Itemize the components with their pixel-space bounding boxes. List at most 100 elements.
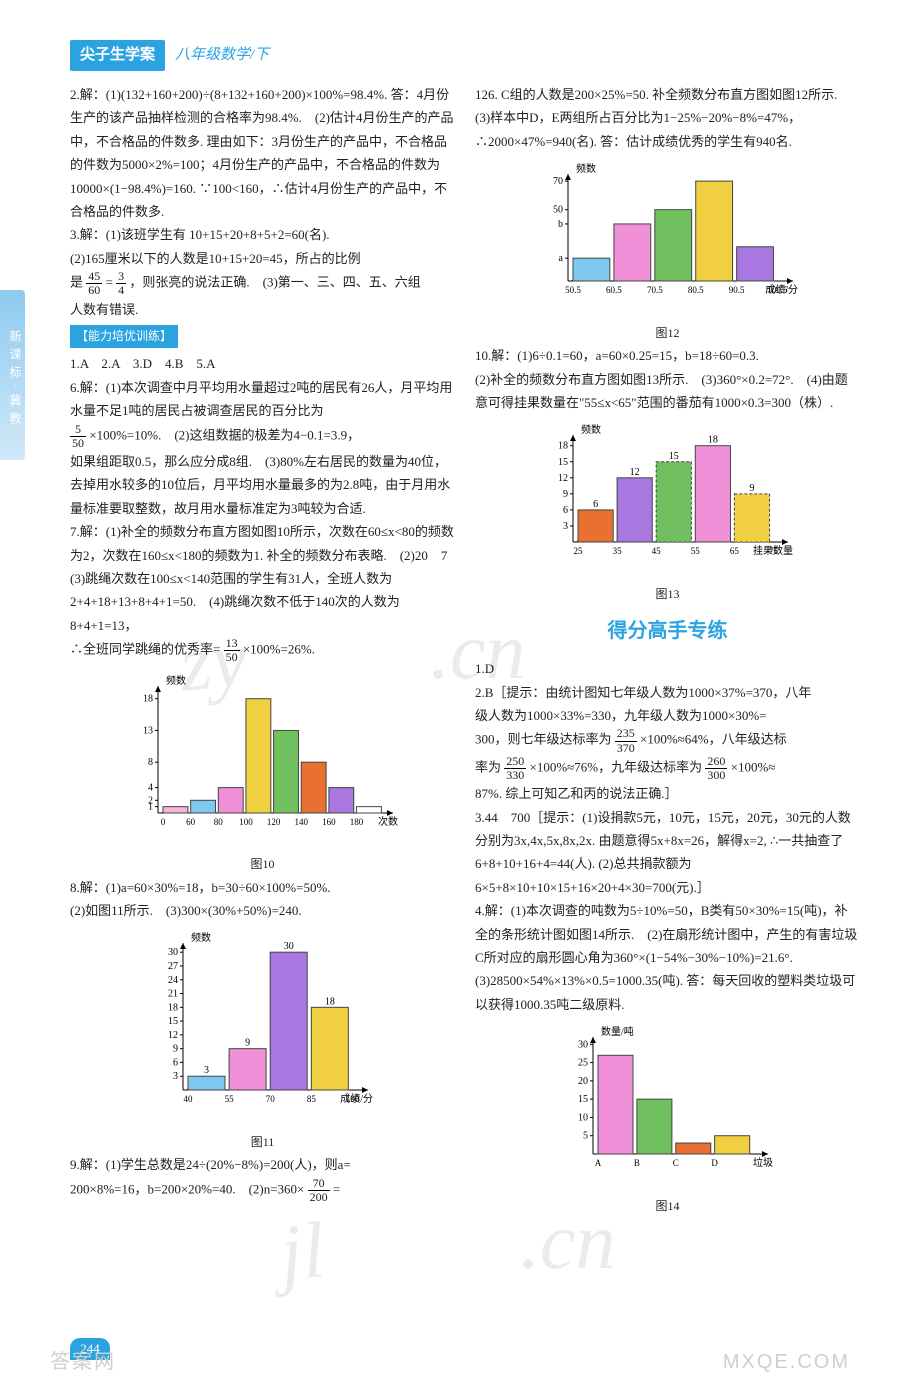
chart-13: 36912151861215189253545556575频数挂果数量 xyxy=(475,420,860,577)
svg-text:45: 45 xyxy=(651,546,661,556)
svg-text:成绩/分: 成绩/分 xyxy=(340,1092,373,1105)
svg-text:20: 20 xyxy=(578,1076,588,1087)
svg-text:2: 2 xyxy=(148,795,153,806)
chart-14: 51015202530ABCD数量/吨垃圾 xyxy=(475,1022,860,1189)
svg-text:12: 12 xyxy=(558,473,568,484)
svg-text:频数: 频数 xyxy=(191,931,211,944)
svg-text:4: 4 xyxy=(148,782,153,793)
svg-text:数量/吨: 数量/吨 xyxy=(601,1025,634,1038)
a2-l4: 率为 250330 ×100%≈76%，九年级达标率为 260300 ×100%… xyxy=(475,755,860,782)
q9-cont: 126. C组的人数是200×25%=50. 补全频数分布直方图如图12所示. … xyxy=(475,83,860,153)
right-column: 126. C组的人数是200×25%=50. 补全频数分布直方图如图12所示. … xyxy=(475,83,860,1217)
a4: 4.解：(1)本次调查的吨数为5÷10%=50，B类有50×30%=15(吨)，… xyxy=(475,899,860,1016)
fraction: 34 xyxy=(116,270,126,297)
sidebar-tab: 新课标·冀教 xyxy=(0,290,25,460)
svg-text:30: 30 xyxy=(168,947,178,958)
q6-l1: 6.解：(1)本次调查中月平均用水量超过2吨的居民有26人，月平均用水量不足1吨… xyxy=(70,376,455,423)
q10-l1: 10.解：(1)6÷0.1=60，a=60×0.25=15，b=18÷60=0.… xyxy=(475,344,860,367)
page: 尖子生学案 八年级数学/下 2.解：(1)(132+160+200)÷(8+13… xyxy=(0,0,900,1390)
svg-text:85: 85 xyxy=(306,1094,316,1104)
svg-text:次数: 次数 xyxy=(378,815,398,828)
svg-text:70: 70 xyxy=(265,1094,275,1104)
chart-11-caption: 图11 xyxy=(70,1132,455,1154)
q3-line3: 是 4560 = 34 ，则张亮的说法正确. (3)第一、三、四、五、六组 xyxy=(70,270,455,297)
svg-text:9: 9 xyxy=(173,1044,178,1055)
footer-watermark-left: 答案网 xyxy=(50,1344,116,1380)
fraction: 235370 xyxy=(615,727,637,754)
svg-text:15: 15 xyxy=(578,1094,588,1105)
svg-text:13: 13 xyxy=(143,725,153,736)
svg-text:频数: 频数 xyxy=(166,674,186,687)
svg-text:10: 10 xyxy=(578,1113,588,1124)
svg-text:160: 160 xyxy=(322,817,336,827)
series-badge: 尖子生学案 xyxy=(70,40,165,71)
left-column: 2.解：(1)(132+160+200)÷(8+132+160+200)×100… xyxy=(70,83,455,1217)
q6-l3: 如果组距取0.5，那么应分成8组. (3)80%左右居民的数量为40位，去掉用水… xyxy=(70,450,455,520)
svg-text:9: 9 xyxy=(245,1038,250,1049)
svg-text:0: 0 xyxy=(160,817,165,827)
fraction: 1350 xyxy=(224,637,240,664)
svg-text:12: 12 xyxy=(629,467,639,478)
svg-text:70.5: 70.5 xyxy=(646,285,662,295)
svg-text:6: 6 xyxy=(593,499,598,510)
svg-text:频数: 频数 xyxy=(581,423,601,436)
chart-14-caption: 图14 xyxy=(475,1196,860,1218)
svg-text:21: 21 xyxy=(168,989,178,1000)
q7-l2: ∴全班同学跳绳的优秀率= 1350 ×100%=26%. xyxy=(70,637,455,664)
svg-text:50: 50 xyxy=(553,205,563,216)
a2-l2: 级人数为1000×33%=330，九年级人数为1000×30%= xyxy=(475,704,860,727)
a2-l5: 87%. 综上可知乙和丙的说法正确.］ xyxy=(475,782,860,805)
svg-text:18: 18 xyxy=(168,1003,178,1014)
q2-text: 2.解：(1)(132+160+200)÷(8+132+160+200)×100… xyxy=(70,83,455,223)
svg-text:15: 15 xyxy=(168,1016,178,1027)
svg-text:25: 25 xyxy=(573,546,583,556)
svg-text:6: 6 xyxy=(563,505,568,516)
svg-text:6: 6 xyxy=(173,1058,178,1069)
svg-text:30: 30 xyxy=(283,941,293,952)
svg-text:D: D xyxy=(711,1158,718,1168)
footer-watermark-right: MXQE.COM xyxy=(723,1344,850,1380)
svg-text:100: 100 xyxy=(239,817,253,827)
svg-text:60: 60 xyxy=(186,817,196,827)
q10-l2: (2)补全的频数分布直方图如图13所示. (3)360°×0.2=72°. (4… xyxy=(475,368,860,415)
svg-text:9: 9 xyxy=(563,489,568,500)
svg-text:挂果数量: 挂果数量 xyxy=(753,544,793,557)
svg-text:15: 15 xyxy=(558,457,568,468)
svg-text:b: b xyxy=(558,219,563,230)
svg-text:18: 18 xyxy=(707,435,717,446)
q9-l1: 9.解：(1)学生总数是24÷(20%−8%)=200(人)，则a= xyxy=(70,1153,455,1176)
svg-text:15: 15 xyxy=(668,451,678,462)
q8: 8.解：(1)a=60×30%=18，b=30÷60×100%=50%. xyxy=(70,876,455,899)
svg-text:18: 18 xyxy=(558,441,568,452)
svg-text:65: 65 xyxy=(729,546,739,556)
chart-12-caption: 图12 xyxy=(475,323,860,345)
svg-text:35: 35 xyxy=(612,546,622,556)
svg-text:18: 18 xyxy=(143,693,153,704)
svg-text:a: a xyxy=(558,253,563,264)
svg-text:成绩/分: 成绩/分 xyxy=(765,283,798,296)
a1: 1.D xyxy=(475,657,860,680)
svg-text:9: 9 xyxy=(749,483,754,494)
svg-text:140: 140 xyxy=(294,817,308,827)
fraction: 4560 xyxy=(86,270,102,297)
svg-text:70: 70 xyxy=(553,176,563,187)
svg-text:3: 3 xyxy=(204,1066,209,1077)
a3: 3.44 700［提示：(1)设捐款5元，10元，15元，20元，30元的人数分… xyxy=(475,806,860,900)
svg-text:80.5: 80.5 xyxy=(687,285,703,295)
svg-text:12: 12 xyxy=(168,1030,178,1041)
fraction: 70200 xyxy=(308,1177,330,1204)
svg-text:频数: 频数 xyxy=(576,162,596,175)
q9-l2: 200×8%=16，b=200×20%=40. (2)n=360× 70200 … xyxy=(70,1177,455,1204)
a2-l1: 2.B［提示：由统计图知七年级人数为1000×37%=370，八年 xyxy=(475,681,860,704)
header: 尖子生学案 八年级数学/下 xyxy=(70,40,860,71)
q8-l2: (2)如图11所示. (3)300×(30%+50%)=240. xyxy=(70,899,455,922)
svg-text:3: 3 xyxy=(563,521,568,532)
mc-answers: 1.A 2.A 3.D 4.B 5.A xyxy=(70,352,455,375)
chart-10: 1248131806080100120140160180频数次数 xyxy=(70,671,455,848)
chart-11: 3691215182124273039301840557085100频数成绩/分 xyxy=(70,928,455,1125)
svg-text:90.5: 90.5 xyxy=(728,285,744,295)
section-title: 得分高手专练 xyxy=(475,613,860,649)
svg-text:B: B xyxy=(633,1158,639,1168)
svg-text:60.5: 60.5 xyxy=(606,285,622,295)
svg-text:40: 40 xyxy=(183,1094,193,1104)
